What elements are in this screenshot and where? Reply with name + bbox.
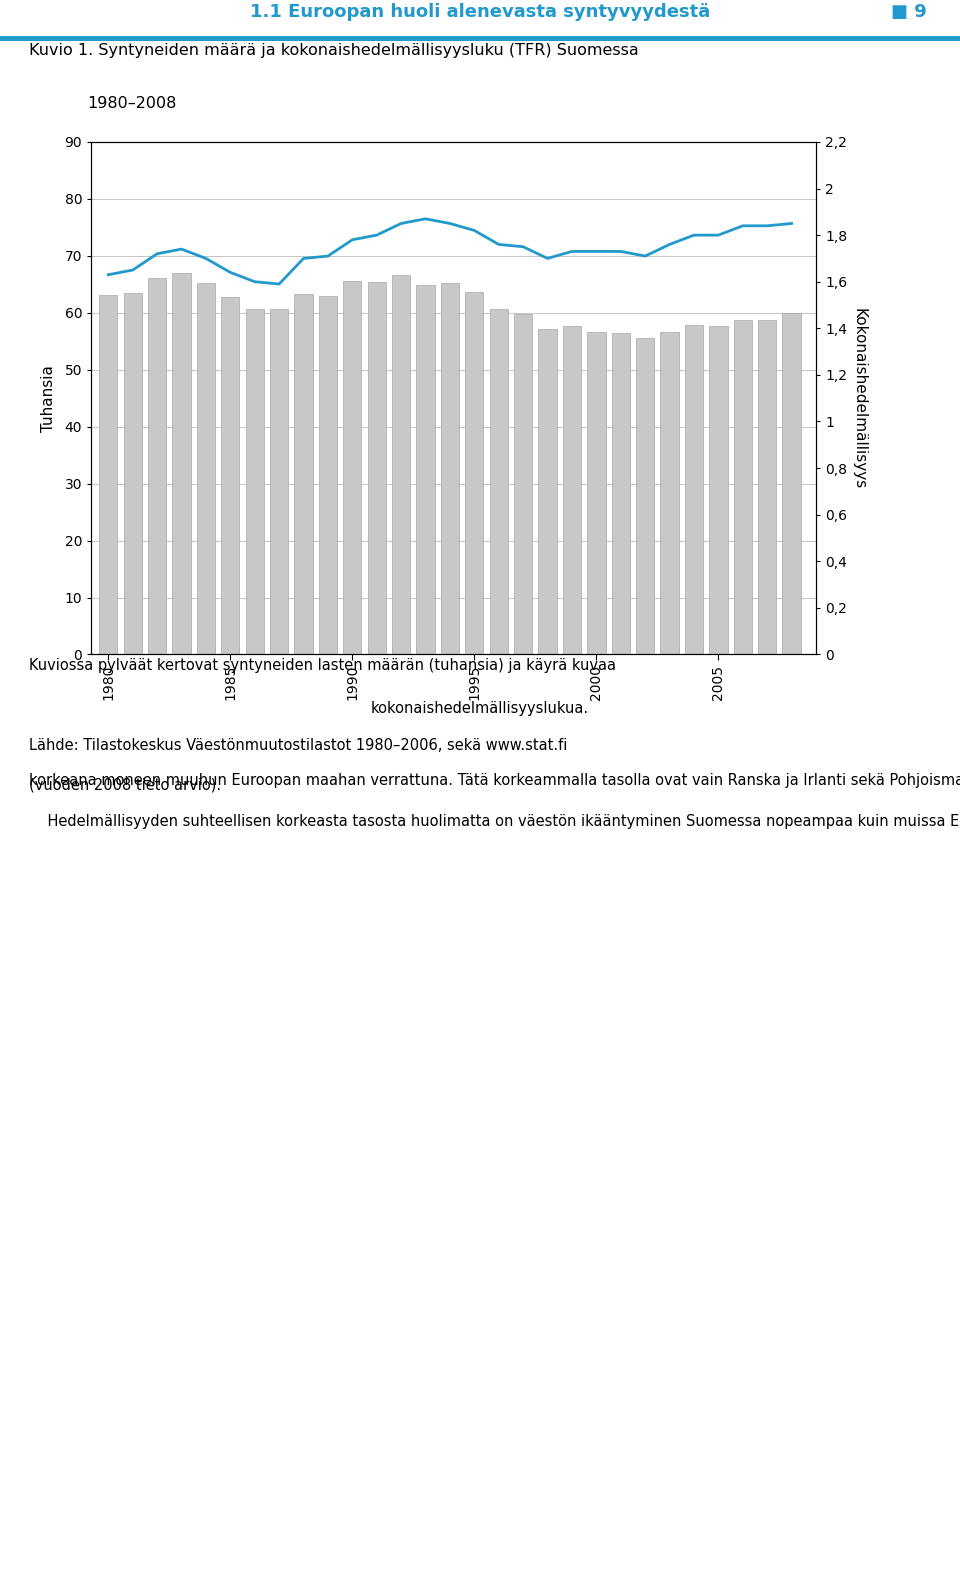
Bar — [295, 293, 313, 654]
Bar — [99, 295, 117, 654]
Bar — [441, 284, 459, 654]
Bar — [612, 333, 630, 654]
Bar — [466, 292, 484, 654]
Bar — [368, 282, 386, 654]
Y-axis label: Kokonaishedelmällisyys: Kokonaishedelmällisyys — [852, 308, 867, 489]
Text: 1980–2008: 1980–2008 — [87, 96, 177, 110]
Bar — [270, 309, 288, 654]
Text: kokonaishedelmällisyyslukua.: kokonaishedelmällisyyslukua. — [371, 700, 589, 716]
Bar — [563, 326, 581, 654]
Bar — [197, 282, 215, 654]
Bar — [514, 314, 532, 654]
Bar — [636, 337, 655, 654]
Y-axis label: Tuhansia: Tuhansia — [41, 364, 57, 432]
Bar — [588, 331, 606, 654]
Text: korkeana moneen muuhun Euroopan maahan verrattuna. Tätä korkeammalla tasolla ova: korkeana moneen muuhun Euroopan maahan v… — [29, 773, 960, 828]
Bar — [148, 278, 166, 654]
Bar — [343, 281, 362, 654]
Bar — [539, 330, 557, 654]
Bar — [221, 296, 239, 654]
Bar — [319, 296, 337, 654]
Text: 1.1 Euroopan huoli alenevasta syntyvyydestä: 1.1 Euroopan huoli alenevasta syntyvyyde… — [250, 3, 710, 21]
Bar — [246, 309, 264, 654]
Bar — [733, 320, 752, 654]
Bar — [417, 285, 435, 654]
Bar — [684, 325, 703, 654]
Bar — [490, 309, 508, 654]
Bar — [660, 333, 679, 654]
Text: Lähde: Tilastokeskus Väestönmuutostilastot 1980–2006, sekä www.stat.fi: Lähde: Tilastokeskus Väestönmuutostilast… — [29, 738, 567, 754]
Bar — [124, 293, 142, 654]
Bar — [782, 314, 801, 654]
Bar — [709, 326, 728, 654]
Bar — [758, 320, 777, 654]
Text: Kuvio 1. Syntyneiden määrä ja kokonaishedelmällisyysluku (TFR) Suomessa: Kuvio 1. Syntyneiden määrä ja kokonaishe… — [29, 43, 638, 58]
Bar — [392, 274, 410, 654]
Bar — [173, 273, 191, 654]
Text: ■ 9: ■ 9 — [891, 3, 926, 21]
Text: Kuviossa pylväät kertovat syntyneiden lasten määrän (tuhansia) ja käyrä kuvaa: Kuviossa pylväät kertovat syntyneiden la… — [29, 658, 615, 673]
Text: (vuoden 2008 tieto arvio).: (vuoden 2008 tieto arvio). — [29, 777, 221, 793]
